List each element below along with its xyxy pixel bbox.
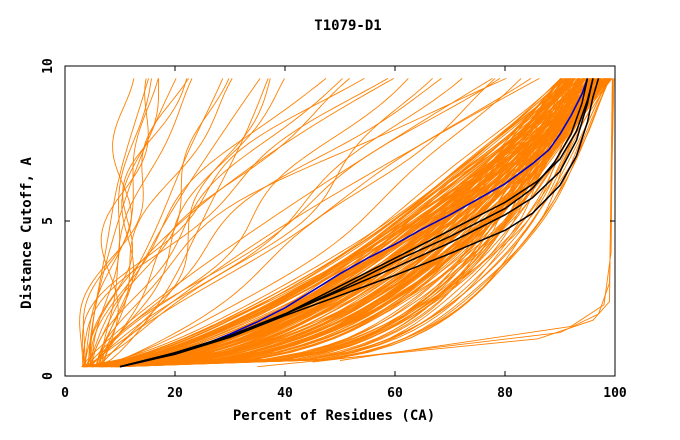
model-curve [88, 78, 522, 368]
y-axis: 0 5 10 [41, 58, 615, 380]
y-axis-title: Distance Cutoff, A [19, 157, 35, 309]
model-curve [96, 77, 507, 367]
x-tick-label: 0 [61, 386, 69, 401]
model-curve [95, 78, 442, 367]
chart-title: T1079-D1 [314, 18, 381, 34]
model-curve [87, 78, 177, 367]
model-curve [113, 78, 610, 368]
model-curve [90, 78, 409, 367]
model-curve [90, 78, 592, 368]
model-curve [82, 78, 433, 368]
model-curve [83, 78, 574, 368]
model-curve [90, 78, 327, 367]
model-curve [86, 78, 594, 368]
model-curve [95, 78, 271, 368]
model-curve [100, 78, 566, 368]
model-curve [117, 78, 585, 368]
model-curve [90, 78, 584, 368]
model-curve [312, 78, 615, 363]
model-curve [84, 78, 230, 367]
x-axis-title: Percent of Residues (CA) [233, 408, 435, 424]
model-curve [85, 78, 224, 367]
model-curve [107, 78, 605, 368]
model-curve [99, 78, 193, 367]
model-curves [79, 77, 615, 368]
model-curve [93, 78, 599, 368]
y-tick-label: 10 [41, 58, 56, 74]
x-axis: 0 20 40 60 80 100 [61, 66, 627, 401]
x-tick-label: 60 [387, 386, 403, 401]
model-curve [108, 78, 611, 368]
x-tick-label: 100 [603, 386, 627, 401]
model-curve [82, 78, 135, 367]
model-curve [87, 78, 463, 368]
model-curve [84, 78, 593, 368]
model-curve [108, 78, 580, 368]
model-curve [107, 78, 608, 368]
model-curve [117, 78, 606, 368]
model-curve [85, 78, 572, 368]
model-curve [101, 78, 609, 368]
x-tick-label: 80 [497, 386, 513, 401]
model-curve [98, 78, 606, 368]
x-tick-label: 20 [167, 386, 183, 401]
model-curve [95, 78, 598, 368]
model-curve [112, 78, 597, 368]
model-curve [111, 78, 591, 368]
highlighted-curves [119, 78, 600, 368]
model-curve [86, 78, 532, 368]
model-curve [83, 78, 572, 368]
series-line-black-4 [119, 78, 594, 368]
model-curve [98, 78, 261, 367]
model-curve [101, 78, 595, 368]
model-curve [339, 78, 614, 361]
model-curve [100, 78, 233, 367]
model-curve [89, 78, 188, 367]
model-curve [82, 78, 606, 368]
model-curve [83, 78, 159, 367]
model-curve [93, 78, 571, 368]
model-curve [81, 78, 493, 367]
model-curve [101, 78, 569, 368]
model-curve [81, 78, 365, 367]
model-curve [117, 78, 576, 368]
model-curve [91, 78, 152, 367]
x-tick-label: 40 [277, 386, 293, 401]
model-curve [100, 78, 149, 367]
model-curve [100, 78, 350, 367]
model-curve [111, 78, 601, 368]
y-tick-label: 0 [41, 372, 56, 380]
y-tick-label: 5 [41, 217, 56, 225]
series-line-black-3 [119, 78, 600, 368]
model-curve [96, 78, 285, 367]
